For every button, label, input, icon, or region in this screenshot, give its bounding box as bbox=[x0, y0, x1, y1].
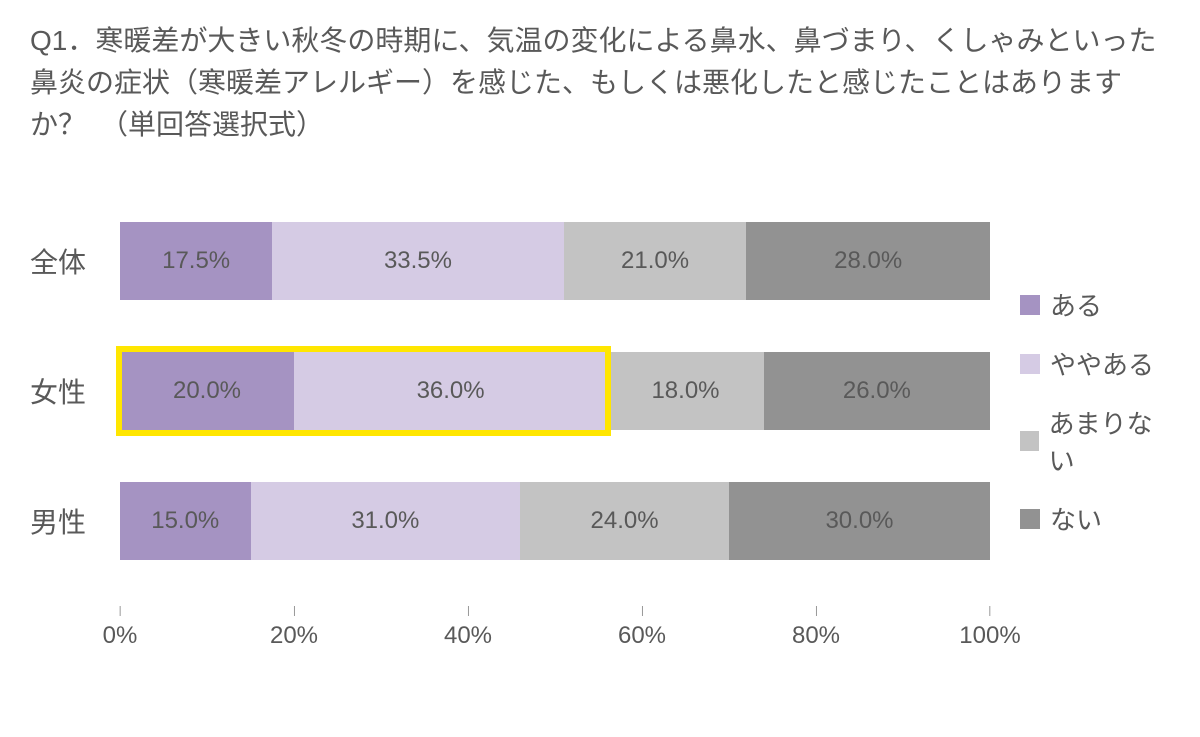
bar-row: 男性15.0%31.0%24.0%30.0% bbox=[30, 476, 990, 566]
legend-label: ない bbox=[1050, 500, 1102, 537]
question-text: Q1．寒暖差が大きい秋冬の時期に、気温の変化による鼻水、鼻づまり、くしゃみといっ… bbox=[30, 20, 1170, 146]
tick-mark bbox=[641, 606, 642, 616]
legend-swatch bbox=[1020, 354, 1040, 374]
axis-tick: 60% bbox=[618, 606, 666, 650]
axis-tick: 0% bbox=[103, 606, 138, 650]
x-axis: 0%20%40%60%80%100% bbox=[120, 606, 990, 656]
legend-item: ややある bbox=[1020, 345, 1170, 382]
bar-segment: 18.0% bbox=[607, 352, 764, 430]
tick-mark bbox=[467, 606, 468, 616]
bar-row: 女性20.0%36.0%18.0%26.0% bbox=[30, 346, 990, 436]
tick-label: 0% bbox=[103, 622, 138, 650]
tick-mark bbox=[293, 606, 294, 616]
chart-main: 全体17.5%33.5%21.0%28.0%女性20.0%36.0%18.0%2… bbox=[30, 216, 990, 656]
legend-label: ある bbox=[1050, 286, 1102, 323]
bar-segment: 33.5% bbox=[272, 222, 563, 300]
bar-segment: 24.0% bbox=[520, 482, 729, 560]
axis-tick: 100% bbox=[959, 606, 1020, 650]
bar-segment: 30.0% bbox=[729, 482, 990, 560]
chart-container: 全体17.5%33.5%21.0%28.0%女性20.0%36.0%18.0%2… bbox=[30, 216, 1170, 656]
legend-swatch bbox=[1020, 509, 1040, 529]
bar-segment: 26.0% bbox=[764, 352, 990, 430]
tick-mark bbox=[120, 606, 121, 616]
legend-item: ない bbox=[1020, 500, 1170, 537]
bar-segment: 20.0% bbox=[120, 352, 294, 430]
legend-item: ある bbox=[1020, 286, 1170, 323]
bar-track: 17.5%33.5%21.0%28.0% bbox=[120, 222, 990, 300]
tick-label: 80% bbox=[792, 622, 840, 650]
bar-segment: 31.0% bbox=[251, 482, 521, 560]
tick-mark bbox=[815, 606, 816, 616]
bar-track: 20.0%36.0%18.0%26.0% bbox=[120, 352, 990, 430]
row-label: 男性 bbox=[30, 501, 120, 541]
legend: あるややあるあまりないない bbox=[1020, 286, 1170, 559]
bar-segment: 28.0% bbox=[746, 222, 990, 300]
legend-label: ややある bbox=[1050, 345, 1154, 382]
legend-swatch bbox=[1020, 431, 1039, 451]
tick-label: 40% bbox=[444, 622, 492, 650]
tick-label: 20% bbox=[270, 622, 318, 650]
axis-tick: 20% bbox=[270, 606, 318, 650]
bar-segment: 15.0% bbox=[120, 482, 251, 560]
axis-tick: 40% bbox=[444, 606, 492, 650]
bar-segment: 36.0% bbox=[294, 352, 607, 430]
axis-tick: 80% bbox=[792, 606, 840, 650]
legend-item: あまりない bbox=[1020, 404, 1170, 478]
legend-swatch bbox=[1020, 295, 1040, 315]
tick-label: 100% bbox=[959, 622, 1020, 650]
legend-label: あまりない bbox=[1049, 404, 1170, 478]
tick-label: 60% bbox=[618, 622, 666, 650]
bar-segment: 17.5% bbox=[120, 222, 272, 300]
bar-track: 15.0%31.0%24.0%30.0% bbox=[120, 482, 990, 560]
row-label: 全体 bbox=[30, 241, 120, 281]
tick-mark bbox=[989, 606, 990, 616]
bar-rows: 全体17.5%33.5%21.0%28.0%女性20.0%36.0%18.0%2… bbox=[30, 216, 990, 566]
bar-segment: 21.0% bbox=[564, 222, 747, 300]
row-label: 女性 bbox=[30, 371, 120, 411]
bar-row: 全体17.5%33.5%21.0%28.0% bbox=[30, 216, 990, 306]
